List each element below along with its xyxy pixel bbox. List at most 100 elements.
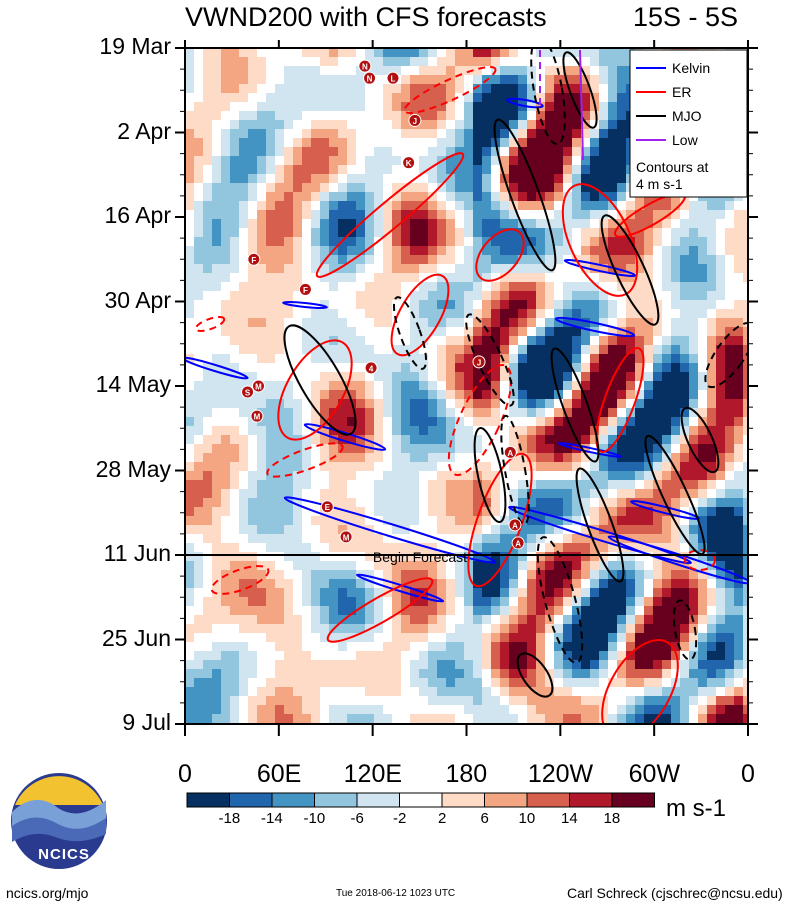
heat-cell	[194, 705, 203, 714]
heat-cell	[338, 129, 347, 138]
heat-cell	[734, 345, 743, 354]
heat-cell	[347, 606, 356, 615]
heat-cell	[320, 120, 329, 129]
heat-cell	[338, 471, 347, 480]
heat-cell	[239, 165, 248, 174]
heat-cell	[428, 714, 437, 723]
heat-cell	[689, 444, 698, 453]
heat-cell	[311, 417, 320, 426]
heat-cell	[518, 255, 527, 264]
heat-cell	[743, 678, 748, 687]
heat-cell	[617, 579, 626, 588]
heat-cell	[419, 579, 428, 588]
heat-cell	[329, 597, 338, 606]
heat-cell	[707, 471, 716, 480]
heat-cell	[500, 705, 509, 714]
heat-cell	[356, 264, 365, 273]
heat-cell	[203, 381, 212, 390]
heat-cell	[437, 516, 446, 525]
heat-cell	[212, 183, 221, 192]
heat-cell	[563, 579, 572, 588]
heat-cell	[455, 561, 464, 570]
heat-cell	[707, 282, 716, 291]
svg-text:K: K	[406, 159, 412, 168]
heat-cell	[743, 525, 748, 534]
heat-cell	[455, 426, 464, 435]
heat-cell	[536, 309, 545, 318]
heat-cell	[698, 543, 707, 552]
heat-cell	[527, 318, 536, 327]
heat-cell	[293, 480, 302, 489]
heat-cell	[734, 237, 743, 246]
heat-cell	[284, 534, 293, 543]
heat-cell	[590, 57, 599, 66]
heat-cell	[590, 282, 599, 291]
heat-cell	[572, 615, 581, 624]
storm-marker: 4	[364, 361, 378, 375]
heat-cell	[635, 516, 644, 525]
heat-cell	[491, 678, 500, 687]
heat-cell	[203, 678, 212, 687]
heat-cell	[626, 705, 635, 714]
heat-cell	[284, 615, 293, 624]
heat-cell	[527, 219, 536, 228]
heat-cell	[284, 633, 293, 642]
heat-cell	[410, 435, 419, 444]
heat-cell	[410, 102, 419, 111]
heat-cell	[608, 570, 617, 579]
heat-cell	[311, 264, 320, 273]
heat-cell	[221, 696, 230, 705]
heat-cell	[527, 138, 536, 147]
heat-cell	[311, 309, 320, 318]
heat-cell	[545, 120, 554, 129]
heat-cell	[428, 678, 437, 687]
heat-cell	[581, 309, 590, 318]
heat-cell	[302, 147, 311, 156]
heat-cell	[626, 372, 635, 381]
heat-cell	[716, 678, 725, 687]
heat-cell	[320, 444, 329, 453]
heat-cell	[275, 84, 284, 93]
heat-cell	[608, 111, 617, 120]
heat-cell	[626, 354, 635, 363]
heat-cell	[545, 354, 554, 363]
heat-cell	[266, 390, 275, 399]
heat-cell	[428, 318, 437, 327]
heat-cell	[500, 318, 509, 327]
heat-cell	[734, 516, 743, 525]
heat-cell	[617, 651, 626, 660]
heat-cell	[725, 363, 734, 372]
heat-cell	[194, 426, 203, 435]
mjo-contour	[473, 426, 507, 524]
heat-cell	[716, 624, 725, 633]
heat-cell	[401, 552, 410, 561]
heat-cell	[554, 624, 563, 633]
heat-cell	[464, 210, 473, 219]
heat-cell	[284, 273, 293, 282]
heat-cell	[527, 489, 536, 498]
heat-cell	[626, 201, 635, 210]
heat-cell	[563, 111, 572, 120]
heat-cell	[572, 354, 581, 363]
heat-cell	[257, 309, 266, 318]
heat-cell	[536, 399, 545, 408]
heat-cell	[473, 579, 482, 588]
heat-cell	[347, 570, 356, 579]
heat-cell	[383, 300, 392, 309]
heat-cell	[644, 660, 653, 669]
heat-cell	[743, 354, 748, 363]
heat-cell	[311, 192, 320, 201]
heat-cell	[194, 102, 203, 111]
heat-cell	[653, 624, 662, 633]
heat-cell	[644, 408, 653, 417]
footer-link[interactable]: ncics.org/mjo	[6, 885, 89, 901]
heat-cell	[329, 606, 338, 615]
heat-cell	[482, 714, 491, 723]
heat-cell	[383, 273, 392, 282]
heat-cell	[653, 678, 662, 687]
heat-cell	[293, 561, 302, 570]
heat-cell	[581, 705, 590, 714]
heat-cell	[707, 390, 716, 399]
heat-cell	[248, 426, 257, 435]
heat-cell	[203, 237, 212, 246]
